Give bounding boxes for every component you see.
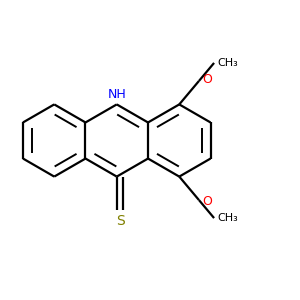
Text: S: S bbox=[116, 214, 125, 228]
Text: O: O bbox=[202, 194, 212, 208]
Text: NH: NH bbox=[107, 88, 126, 100]
Text: CH₃: CH₃ bbox=[217, 213, 238, 223]
Text: CH₃: CH₃ bbox=[217, 58, 238, 68]
Text: O: O bbox=[202, 74, 212, 86]
